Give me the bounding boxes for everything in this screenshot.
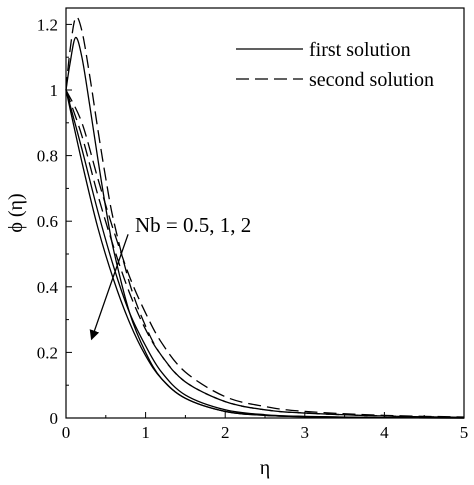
legend-label-solid: first solution — [309, 39, 411, 61]
y-tick-label: 1 — [50, 81, 59, 100]
curves — [65, 16, 465, 419]
legend: first solution second solution — [236, 39, 434, 91]
x-tick-label: 2 — [221, 423, 230, 442]
x-axis-label: η — [260, 457, 270, 479]
x-tick-label: 4 — [380, 423, 389, 442]
solid-solution-curve-1 — [65, 89, 465, 419]
solid-solution-curve-2 — [65, 89, 465, 419]
x-tick-label: 3 — [301, 423, 310, 442]
annotation-label: Nb = 0.5, 1, 2 — [135, 213, 251, 237]
y-tick-label: 0.8 — [37, 147, 58, 166]
y-tick-label: 1.2 — [37, 15, 58, 34]
y-tick-label: 0.4 — [37, 278, 59, 297]
solid-solution-curve-3 — [65, 36, 465, 419]
legend-label-dashed: second solution — [309, 69, 434, 91]
tick-labels: 0 1 2 3 4 5 0 0.2 0.4 0.6 0.8 1 1.2 — [37, 15, 469, 442]
annotation: Nb = 0.5, 1, 2 — [89, 213, 251, 341]
x-tick-label: 1 — [141, 423, 150, 442]
annotation-arrow — [89, 234, 129, 341]
dashed-solution-curve-4 — [65, 89, 465, 418]
y-tick-label: 0.2 — [37, 343, 58, 362]
x-tick-label: 5 — [460, 423, 469, 442]
y-tick-label: 0.6 — [37, 212, 58, 231]
y-axis-label: ϕ (η) — [5, 193, 27, 232]
x-tick-label: 0 — [62, 423, 71, 442]
y-tick-label: 0 — [50, 409, 59, 428]
dashed-solution-curve-5 — [65, 89, 465, 418]
dashed-solution-curve-6 — [65, 16, 465, 418]
